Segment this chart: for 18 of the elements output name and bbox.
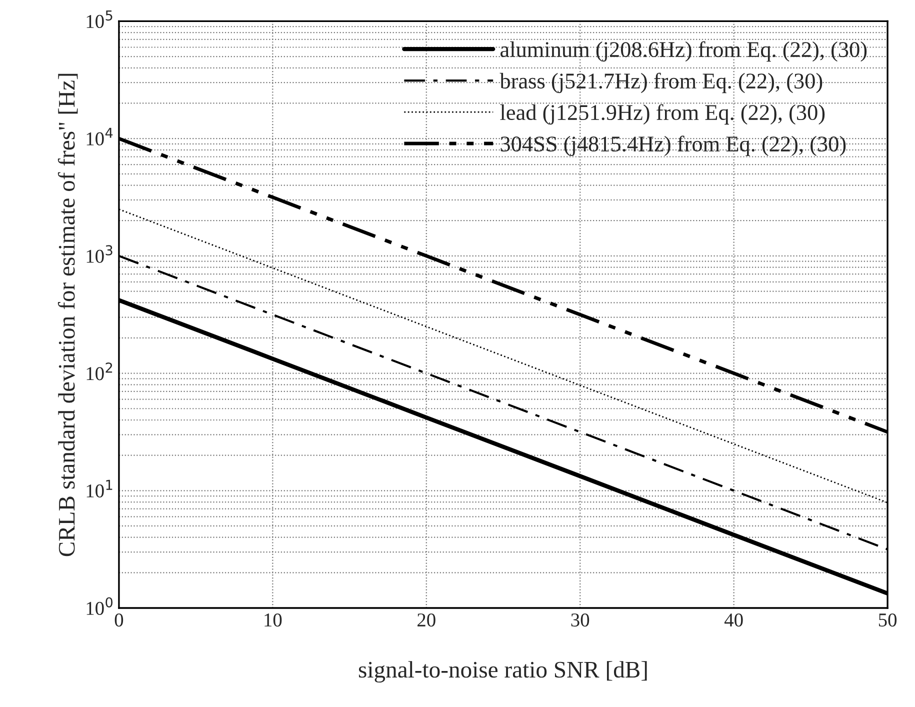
legend-label: lead (j1251.9Hz) from Eq. (22), (30) — [500, 104, 825, 125]
y-tick-label: 10$^{3}$ — [86, 245, 112, 263]
y-tick-label: 10$^{1}$ — [86, 480, 112, 498]
x-tick-label: 40 — [724, 613, 743, 627]
legend-label: aluminum (j208.6Hz) from Eq. (22), (30) — [500, 41, 867, 62]
y-tick-label: 10$^{2}$ — [86, 362, 112, 380]
legend-label: 304SS (j4815.4Hz) from Eq. (22), (30) — [500, 136, 846, 156]
y-tick-label: 10$^{0}$ — [86, 597, 113, 615]
y-axis-title: CRLB standard deviation for estimate of fres" [Hz] — [58, 74, 78, 556]
y-tick-label: 10$^{4}$ — [86, 128, 113, 146]
x-tick-label: 10 — [264, 613, 282, 627]
x-tick-label: 20 — [418, 613, 436, 627]
y-tick-label: 10$^{5}$ — [86, 10, 112, 28]
x-tick-label: 0 — [114, 613, 124, 627]
x-axis-title: signal-to-noise ratio SNR [dB] — [358, 661, 647, 683]
legend-label: brass (j521.7Hz) from Eq. (22), (30) — [500, 72, 822, 94]
x-tick-label: 30 — [571, 613, 590, 627]
x-tick-label: 50 — [878, 613, 897, 627]
